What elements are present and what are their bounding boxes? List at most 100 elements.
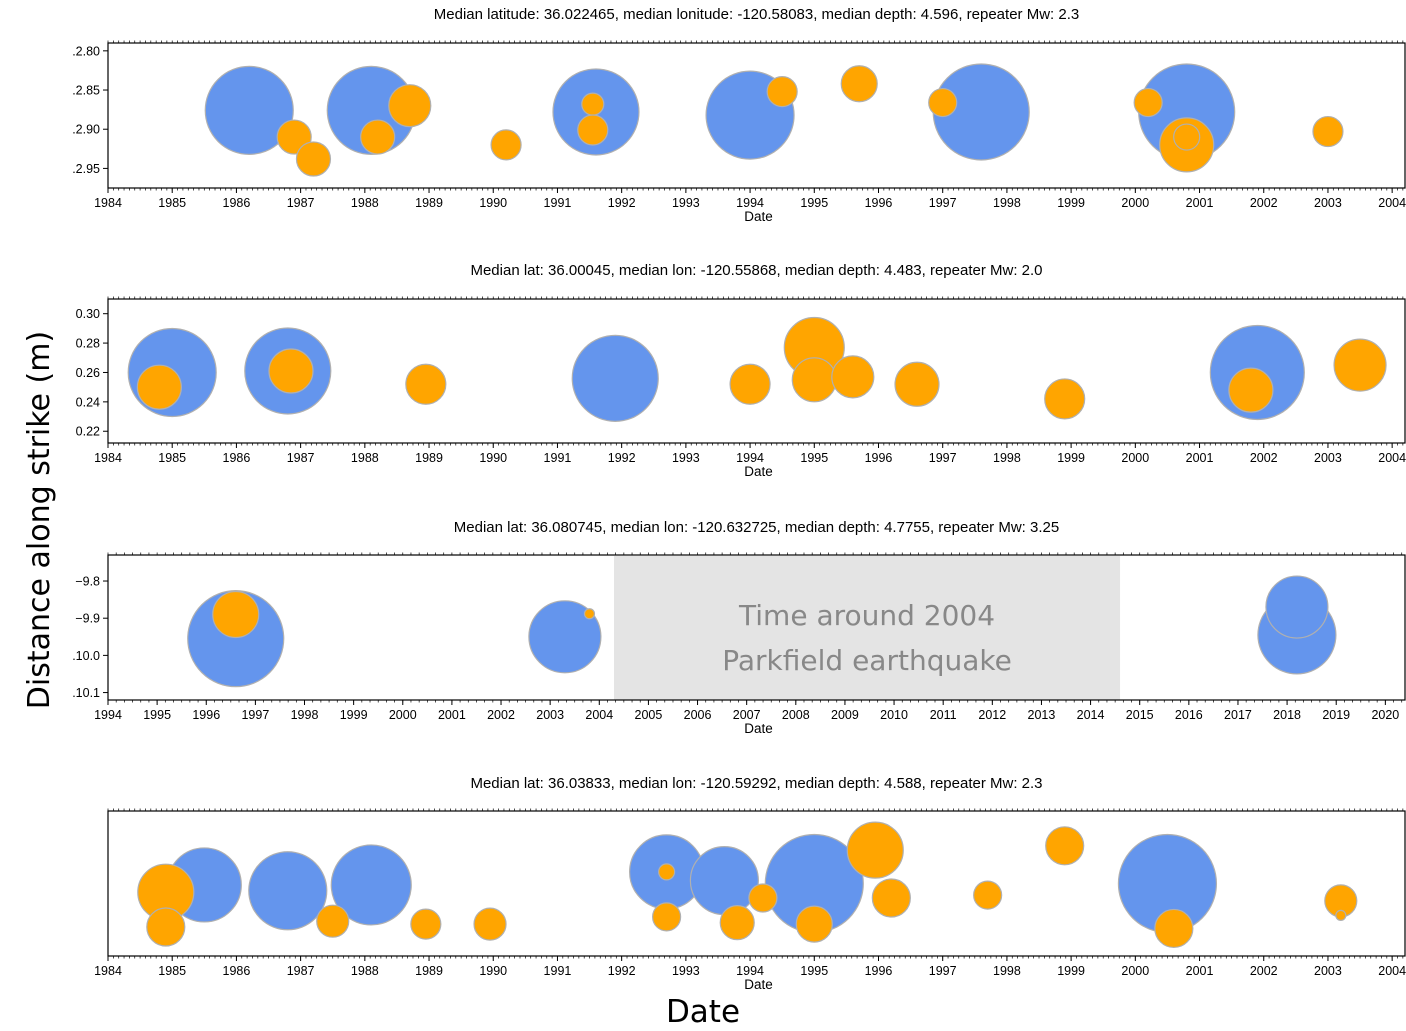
orange-event-bubble bbox=[1173, 123, 1201, 151]
orange-event-bubble bbox=[490, 129, 522, 161]
x-tick-label: 1999 bbox=[340, 708, 368, 722]
x-tick-label: 1999 bbox=[1057, 196, 1085, 210]
x-tick-label: 2020 bbox=[1371, 708, 1399, 722]
panel-1-frame bbox=[107, 42, 1406, 189]
x-tick-label: 2004 bbox=[1378, 964, 1406, 978]
x-tick-label: 2000 bbox=[1121, 196, 1149, 210]
x-tick-label: 2014 bbox=[1077, 708, 1105, 722]
x-tick-label: 2003 bbox=[1314, 964, 1342, 978]
x-tick-label: 1987 bbox=[287, 964, 315, 978]
x-tick-label: 2006 bbox=[684, 708, 712, 722]
x-tick-label: 2013 bbox=[1028, 708, 1056, 722]
x-tick-label: 1985 bbox=[158, 196, 186, 210]
x-tick-label: 2004 bbox=[1378, 196, 1406, 210]
x-tick-label: 1993 bbox=[672, 196, 700, 210]
x-tick-label: 1998 bbox=[291, 708, 319, 722]
x-tick-label: 1996 bbox=[865, 196, 893, 210]
panel-1-title: Median latitude: 36.022465, median lonit… bbox=[434, 6, 1079, 23]
y-tick-label: .2.85 bbox=[72, 84, 100, 98]
x-tick-label: 1994 bbox=[736, 196, 764, 210]
panel-2-title: Median lat: 36.00045, median lon: -120.5… bbox=[470, 262, 1042, 279]
x-tick-label: 2017 bbox=[1224, 708, 1252, 722]
x-tick-label: 1990 bbox=[479, 451, 507, 465]
orange-event-bubble bbox=[652, 902, 682, 932]
x-tick-label: 1995 bbox=[800, 964, 828, 978]
orange-event-bubble bbox=[1335, 909, 1347, 922]
x-tick-label: 1999 bbox=[1057, 964, 1085, 978]
y-tick-label: −9.8 bbox=[75, 575, 100, 589]
x-tick-label: 1984 bbox=[94, 196, 122, 210]
blue-event-bubble bbox=[204, 65, 294, 156]
y-tick-label: 0.28 bbox=[76, 337, 100, 351]
orange-event-bubble bbox=[719, 905, 755, 941]
x-tick-label: 2002 bbox=[487, 708, 515, 722]
y-tick-label: .2.95 bbox=[72, 162, 100, 176]
orange-event-bubble bbox=[268, 348, 314, 394]
x-tick-label: 1991 bbox=[544, 964, 572, 978]
orange-event-bubble bbox=[410, 908, 442, 940]
orange-event-bubble bbox=[846, 821, 904, 879]
orange-event-bubble bbox=[136, 364, 182, 410]
x-tick-label: 2002 bbox=[1250, 964, 1278, 978]
x-tick-label: 1985 bbox=[158, 451, 186, 465]
orange-event-bubble bbox=[1133, 87, 1163, 118]
orange-event-bubble bbox=[360, 119, 396, 155]
x-tick-label: 1996 bbox=[865, 964, 893, 978]
orange-event-bubble bbox=[405, 363, 447, 405]
orange-event-bubble bbox=[1154, 908, 1194, 949]
x-tick-label: 2001 bbox=[438, 708, 466, 722]
panel-3: Median lat: 36.080745, median lon: -120.… bbox=[72, 519, 1406, 736]
x-tick-label: 1993 bbox=[672, 964, 700, 978]
orange-event-bubble bbox=[581, 92, 605, 116]
x-tick-label: 1997 bbox=[929, 196, 957, 210]
y-tick-label: .2.80 bbox=[72, 44, 100, 58]
x-tick-label: 2000 bbox=[1121, 451, 1149, 465]
orange-event-bubble bbox=[1045, 826, 1085, 866]
y-tick-label: .10.0 bbox=[72, 649, 100, 663]
x-tick-label: 2007 bbox=[733, 708, 761, 722]
orange-event-bubble bbox=[212, 590, 260, 639]
x-tick-label: 1991 bbox=[544, 196, 572, 210]
x-tick-label: 2011 bbox=[930, 708, 957, 722]
x-tick-label: 2003 bbox=[1314, 196, 1342, 210]
orange-event-bubble bbox=[928, 87, 958, 118]
y-tick-label: 0.26 bbox=[76, 366, 100, 380]
x-tick-label: 1988 bbox=[351, 451, 379, 465]
x-tick-label: 2019 bbox=[1322, 708, 1350, 722]
orange-event-bubble bbox=[973, 880, 1003, 910]
panel-3-title: Median lat: 36.080745, median lon: -120.… bbox=[454, 519, 1059, 536]
x-tick-label: 1987 bbox=[287, 196, 315, 210]
x-tick-label: 2008 bbox=[782, 708, 810, 722]
x-tick-label: 1997 bbox=[241, 708, 269, 722]
x-tick-label: 2003 bbox=[1314, 451, 1342, 465]
orange-event-bubble bbox=[146, 907, 186, 947]
panel-1: Median latitude: 36.022465, median lonit… bbox=[72, 6, 1406, 224]
panel-4-frame bbox=[107, 810, 1406, 957]
x-tick-label: 1984 bbox=[94, 451, 122, 465]
x-tick-label: 1985 bbox=[158, 964, 186, 978]
orange-event-bubble bbox=[729, 363, 771, 405]
x-tick-label: 1994 bbox=[94, 708, 122, 722]
panel-2: Median lat: 36.00045, median lon: -120.5… bbox=[76, 262, 1406, 479]
orange-event-bubble bbox=[871, 878, 911, 918]
x-tick-label: 1999 bbox=[1057, 451, 1085, 465]
y-tick-label: 0.22 bbox=[76, 425, 100, 439]
x-tick-label: 1995 bbox=[800, 451, 828, 465]
x-tick-label: 2015 bbox=[1126, 708, 1154, 722]
orange-event-bubble bbox=[1044, 378, 1086, 420]
x-tick-label: 2010 bbox=[880, 708, 908, 722]
orange-event-bubble bbox=[295, 141, 332, 177]
x-tick-label: 1992 bbox=[608, 196, 636, 210]
orange-event-bubble bbox=[577, 114, 609, 146]
x-tick-label: 2004 bbox=[585, 708, 613, 722]
panel-4-x-axis-label: Date bbox=[744, 977, 773, 992]
x-tick-label: 1989 bbox=[415, 451, 443, 465]
x-tick-label: 2009 bbox=[831, 708, 859, 722]
blue-event-bubble bbox=[528, 600, 602, 674]
orange-event-bubble bbox=[766, 75, 798, 108]
y-tick-label: .2.90 bbox=[72, 123, 100, 137]
orange-event-bubble bbox=[1312, 115, 1344, 148]
x-tick-label: 1998 bbox=[993, 196, 1021, 210]
blue-event-bubble bbox=[571, 334, 659, 422]
orange-event-bubble bbox=[658, 863, 676, 881]
